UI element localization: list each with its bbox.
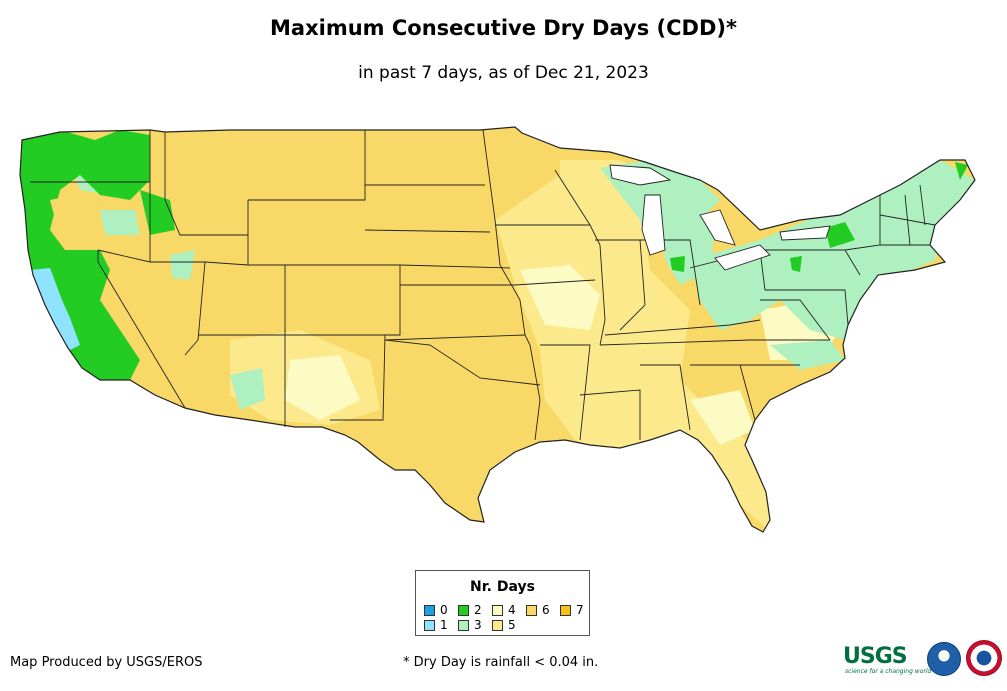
legend-label: 7 (576, 603, 584, 617)
legend-swatch (458, 605, 469, 616)
legend-swatch (526, 605, 537, 616)
legend-item-4: 4 (492, 603, 516, 617)
legend-swatch (424, 620, 435, 631)
legend-label: 5 (508, 618, 516, 632)
legend-title: Nr. Days (470, 579, 535, 595)
usgs-logo: USGS (843, 644, 908, 669)
map-credit: Map Produced by USGS/EROS (10, 655, 203, 670)
us-outline (19, 126, 976, 533)
legend-label: 2 (474, 603, 482, 617)
legend-item-6: 6 (526, 603, 550, 617)
usgs-tagline: science for a changing world (845, 668, 932, 675)
legend-swatch (458, 620, 469, 631)
nws-logo-icon (966, 640, 1002, 676)
map-subtitle: in past 7 days, as of Dec 21, 2023 (358, 63, 649, 83)
legend-label: 1 (440, 618, 448, 632)
agency-logos: USGS science for a changing world (843, 640, 1003, 680)
legend-swatch (560, 605, 571, 616)
legend-label: 3 (474, 618, 482, 632)
legend-item-1: 1 (424, 618, 448, 632)
legend-label: 0 (440, 603, 448, 617)
legend-item-5: 5 (492, 618, 516, 632)
legend-item-0: 0 (424, 603, 448, 617)
state-boundaries (30, 129, 936, 441)
legend-swatch (492, 620, 503, 631)
map-title: Maximum Consecutive Dry Days (CDD)* (270, 16, 737, 40)
legend-item-2: 2 (458, 603, 482, 617)
legend-item-3: 3 (458, 618, 482, 632)
legend-swatch (424, 605, 435, 616)
map-footnote: * Dry Day is rainfall < 0.04 in. (403, 655, 599, 670)
map-legend: Nr. Days 0 1 2 3 4 5 6 7 (415, 570, 590, 636)
great-lakes (609, 164, 831, 271)
legend-swatch (492, 605, 503, 616)
legend-label: 4 (508, 603, 516, 617)
cdd-shading (20, 127, 975, 532)
legend-item-7: 7 (560, 603, 584, 617)
legend-label: 6 (542, 603, 550, 617)
noaa-logo-icon (927, 642, 961, 676)
